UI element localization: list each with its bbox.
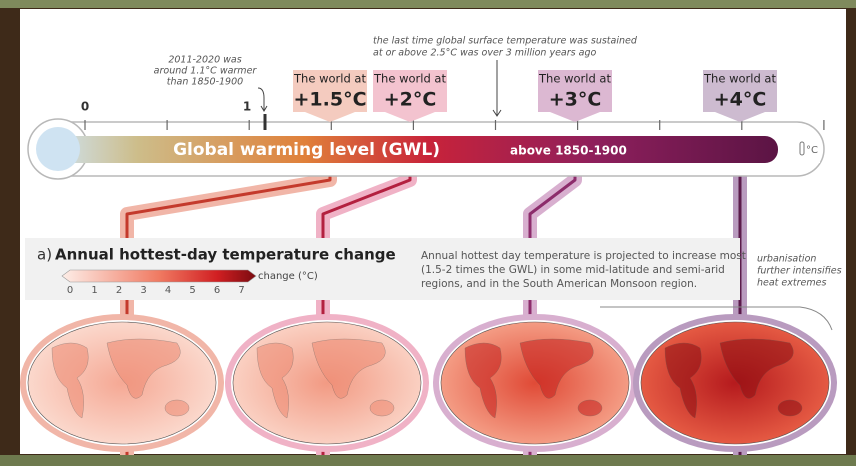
maps	[20, 314, 837, 452]
bar-subtitle: above 1850-1900	[510, 144, 627, 158]
map-land	[311, 338, 386, 399]
thermometer-bulb	[36, 127, 80, 171]
legend-tick: 5	[189, 285, 195, 296]
legend-label: change (°C)	[258, 271, 318, 282]
map-land	[464, 342, 502, 419]
gwl-bar	[50, 136, 778, 163]
level-prefix: The world at	[538, 72, 611, 86]
map-land	[577, 399, 603, 417]
legend-tick: 3	[140, 285, 146, 296]
scale-label: 0	[81, 100, 89, 114]
colorbar	[61, 269, 257, 283]
legend-tick: 4	[165, 285, 171, 296]
map-land	[719, 338, 794, 399]
map-land	[51, 342, 89, 419]
arrow-head	[260, 105, 268, 112]
map-land	[777, 399, 803, 417]
level-box	[373, 70, 447, 122]
level-box	[703, 70, 777, 122]
arrow	[257, 87, 265, 110]
map-land	[369, 399, 395, 417]
map-land	[106, 338, 181, 399]
panel-letter: a)	[37, 246, 52, 264]
legend-tick: 0	[67, 285, 73, 296]
note: further intensifies	[757, 266, 842, 277]
legend-tick: 1	[91, 285, 97, 296]
map-land	[256, 342, 294, 419]
level-label: +1.5°C	[293, 89, 366, 111]
level-label: +3°C	[549, 89, 602, 111]
annotation: the last time global surface temperature…	[373, 36, 638, 47]
legend-tick: 7	[238, 285, 244, 296]
description: Annual hottest day temperature is projec…	[421, 250, 746, 262]
note-arrow	[600, 306, 833, 331]
legend-tick: 2	[116, 285, 122, 296]
legend-tick: 6	[214, 285, 220, 296]
scale-label: 1	[243, 100, 251, 114]
level-box	[538, 70, 612, 122]
level-prefix: The world at	[703, 72, 776, 86]
annotation: at or above 2.5°C was over 3 million yea…	[373, 48, 596, 59]
annotation: than 1850-1900	[167, 77, 243, 88]
level-prefix: The world at	[373, 72, 446, 86]
note: urbanisation	[757, 254, 816, 265]
description: (1.5-2 times the GWL) in some mid-latitu…	[421, 264, 725, 276]
map-land	[664, 342, 702, 419]
panel-title: Annual hottest-day temperature change	[55, 246, 396, 264]
photo-edge	[0, 455, 856, 466]
note: heat extremes	[757, 278, 826, 289]
level-box	[293, 70, 367, 122]
level-prefix: The world at	[293, 72, 366, 86]
legend-band	[25, 238, 740, 300]
unit: °C	[806, 145, 818, 156]
annotation: 2011-2020 was	[168, 55, 241, 66]
bar-title: Global warming level (GWL)	[173, 140, 440, 160]
level-label: +4°C	[714, 89, 767, 111]
arrow	[492, 60, 502, 117]
description: regions, and in the South American Monso…	[421, 278, 697, 290]
level-label: +2°C	[384, 89, 437, 111]
annotation: around 1.1°C warmer	[154, 66, 258, 77]
map-land	[164, 399, 190, 417]
map-land	[519, 338, 594, 399]
unit-icon	[799, 141, 805, 156]
photo-edge	[0, 0, 856, 8]
